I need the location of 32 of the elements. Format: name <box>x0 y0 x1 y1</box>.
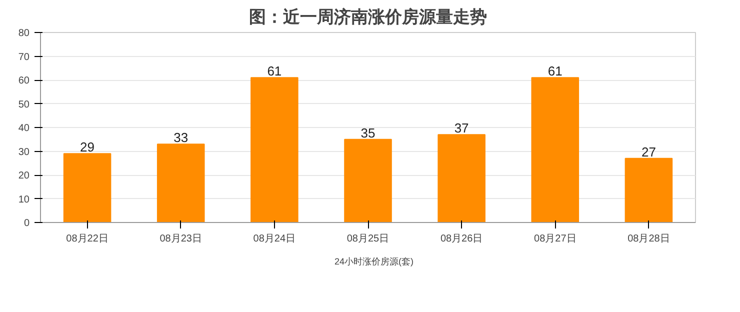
data-label: 35 <box>360 125 376 140</box>
x-tick-label: 08月24日 <box>253 234 296 244</box>
data-label: 33 <box>174 130 188 146</box>
bar <box>624 158 673 222</box>
chart-title: 图：近一周济南涨价房源量走势 <box>249 8 487 28</box>
y-tick-label: 80 <box>18 28 30 39</box>
bar <box>156 144 205 222</box>
data-label: 37 <box>454 120 469 136</box>
x-tick-label: 08月28日 <box>628 234 670 244</box>
text: 24小时涨价房源(套) <box>334 256 414 268</box>
y-tick-label: 10 <box>18 194 30 206</box>
bar <box>250 77 298 222</box>
data-label: 29 <box>80 140 95 155</box>
bar <box>531 77 580 222</box>
x-tick-label: 08月25日 <box>346 234 390 244</box>
x-tick-label: 08月22日 <box>66 234 108 244</box>
y-tick-label: 20 <box>18 170 30 182</box>
y-tick-label: 0 <box>24 218 30 229</box>
data-label: 61 <box>267 64 282 79</box>
y-tick-label: 50 <box>18 99 30 110</box>
x-tick-label: 08月23日 <box>160 234 202 244</box>
bar <box>438 134 486 222</box>
data-label: 27 <box>641 144 656 160</box>
x-tick-label: 08月26日 <box>440 234 483 244</box>
y-tick-label: 30 <box>18 146 30 158</box>
y-tick-label: 70 <box>18 52 30 63</box>
y-tick-label: 40 <box>18 123 30 134</box>
bar <box>344 138 392 222</box>
bar <box>63 153 112 222</box>
data-label: 61 <box>548 64 562 79</box>
y-tick-label: 60 <box>18 76 30 86</box>
x-tick-label: 08月27日 <box>534 234 576 244</box>
